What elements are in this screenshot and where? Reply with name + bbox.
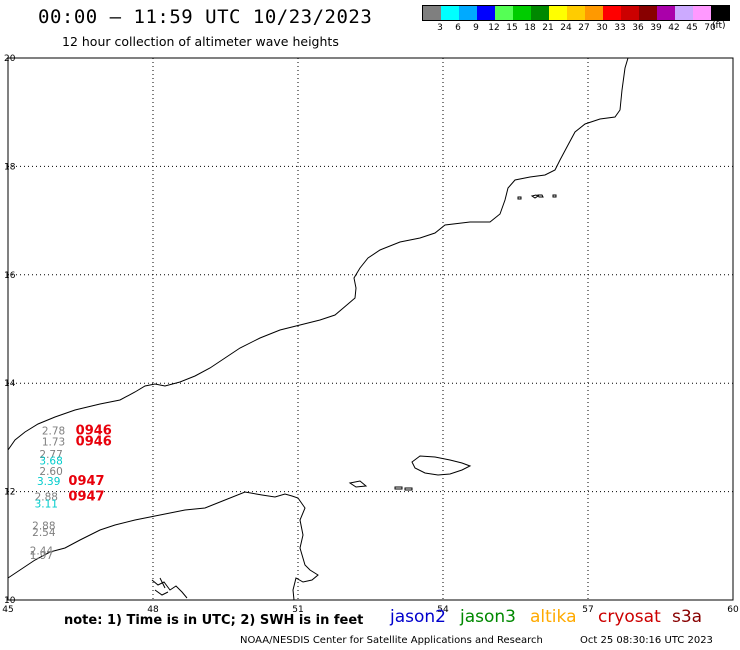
legend-labels: 3 6 9 12 15 18 21 24 27 30 33 36 39 42 45 70 <box>422 21 730 35</box>
legend-label: 27 <box>578 23 590 33</box>
swh-value: 2.88 <box>35 491 58 503</box>
swh-value: 1.73 <box>42 437 65 449</box>
y-tick-label: 10 <box>4 596 16 606</box>
swh-value: 3.68 <box>39 456 62 468</box>
legend-label: 6 <box>455 23 461 33</box>
legend-label: 3 <box>437 23 443 33</box>
credit-timestamp: Oct 25 08:30:16 UTC 2023 <box>580 635 713 646</box>
legend-swatch <box>585 6 603 20</box>
credit-text: NOAA/NESDIS Center for Satellite Applica… <box>240 635 543 646</box>
x-axis-ticks: 45 48 51 54 57 60 <box>2 605 739 615</box>
legend-swatch <box>675 6 693 20</box>
islands-socotra-archipelago <box>348 480 413 491</box>
satellite-jason2: jason2 <box>390 607 446 627</box>
coastline-somalia <box>7 491 319 601</box>
swh-value: 2.78 <box>42 426 65 438</box>
legend-swatch <box>495 6 513 20</box>
legend-swatch <box>423 6 441 20</box>
pass-time-label: 0946 <box>76 435 112 450</box>
pass-time-label: 0947 <box>68 489 104 504</box>
legend-label: 42 <box>668 23 680 33</box>
graticule <box>8 58 733 600</box>
legend-swatch <box>567 6 585 20</box>
plot-frame <box>7 57 734 601</box>
x-tick-label: 57 <box>582 605 593 615</box>
x-tick-label: 54 <box>437 605 449 615</box>
legend-label: 9 <box>473 23 479 33</box>
legend-swatch <box>657 6 675 20</box>
legend-swatch <box>477 6 495 20</box>
y-tick-label: 18 <box>4 162 16 172</box>
legend-label: 18 <box>524 23 536 33</box>
island-socotra <box>411 455 472 476</box>
legend-swatch <box>513 6 531 20</box>
legend-swatch <box>441 6 459 20</box>
swh-value: 1.97 <box>30 550 53 562</box>
swh-value: 3.11 <box>35 498 58 510</box>
x-tick-label: 45 <box>2 605 13 615</box>
coastline-arabia <box>7 57 629 451</box>
footer-note: note: 1) Time is in UTC; 2) SWH is in fe… <box>64 613 364 628</box>
pass-time-label: 0946 <box>76 424 112 439</box>
x-tick-label: 51 <box>292 605 303 615</box>
legend-label: 15 <box>506 23 518 33</box>
legend-swatches <box>422 5 730 21</box>
legend-label: 12 <box>488 23 500 33</box>
y-tick-label: 12 <box>4 488 15 498</box>
legend-label: 21 <box>542 23 554 33</box>
coastal-islets <box>151 577 188 599</box>
map-title: 00:00 – 11:59 UTC 10/23/2023 <box>38 6 373 28</box>
swh-value: 2.88 <box>32 521 55 533</box>
swh-observations: 2.781.732.773.682.603.392.883.112.882.54… <box>30 426 65 562</box>
swh-value: 2.60 <box>39 466 62 478</box>
pass-time-label: 0947 <box>68 474 104 489</box>
x-tick-label: 48 <box>147 605 159 615</box>
islands-kuria-muria <box>517 194 557 200</box>
satellite-jason3: jason3 <box>460 607 516 627</box>
legend-swatch <box>621 6 639 20</box>
swh-value: 2.77 <box>39 449 62 461</box>
legend-swatch <box>531 6 549 20</box>
legend-label: 36 <box>632 23 644 33</box>
y-tick-label: 16 <box>4 271 16 281</box>
legend-swatch <box>693 6 711 20</box>
swh-value: 2.44 <box>30 545 54 557</box>
swh-value: 2.54 <box>32 527 56 539</box>
legend-label: 70 <box>704 23 716 33</box>
legend-label: 30 <box>596 23 608 33</box>
legend-label: 39 <box>650 23 662 33</box>
satellite-s3a: s3a <box>672 607 703 627</box>
legend-label: 33 <box>614 23 626 33</box>
y-axis-ticks: 20 18 16 14 12 10 <box>4 54 16 606</box>
legend-label: 24 <box>560 23 572 33</box>
legend-unit: (ft) <box>712 21 726 31</box>
legend-swatch <box>549 6 567 20</box>
x-tick-label: 60 <box>727 605 739 615</box>
satellite-cryosat: cryosat <box>598 607 661 627</box>
y-tick-label: 20 <box>4 54 16 64</box>
y-tick-label: 14 <box>4 379 16 389</box>
legend-swatch <box>639 6 657 20</box>
swh-value: 3.39 <box>37 476 60 488</box>
legend-swatch <box>603 6 621 20</box>
legend-swatch <box>711 6 729 20</box>
map-subtitle: 12 hour collection of altimeter wave hei… <box>62 34 339 49</box>
wave-height-legend: 3 6 9 12 15 18 21 24 27 30 33 36 39 42 45 70 <box>422 5 730 35</box>
satellite-altika: altika <box>530 607 577 627</box>
legend-label: 45 <box>686 23 698 33</box>
legend-swatch <box>459 6 477 20</box>
